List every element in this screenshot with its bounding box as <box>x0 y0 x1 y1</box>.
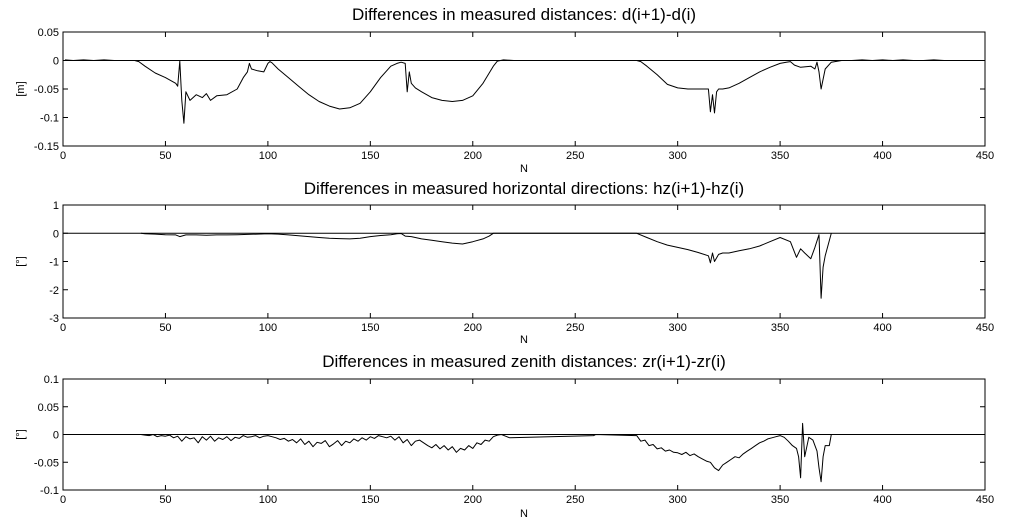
horizontal-directions-subplot: Differences in measured horizontal direc… <box>15 179 994 346</box>
x-tick-label: 400 <box>873 150 891 162</box>
x-tick-label: 200 <box>464 322 482 334</box>
x-tick-label: 150 <box>361 494 379 506</box>
y-tick-label: -3 <box>49 313 59 325</box>
x-tick-label: 350 <box>771 494 789 506</box>
chart-title: Differences in measured zenith distances… <box>322 352 726 371</box>
y-tick-label: 0.1 <box>44 374 59 386</box>
x-tick-label: 200 <box>464 494 482 506</box>
x-axis-label: N <box>520 508 528 520</box>
y-tick-label: 0.05 <box>38 27 59 39</box>
axes-box <box>62 31 986 147</box>
y-tick-label: -0.05 <box>34 84 59 96</box>
distances-subplot: Differences in measured distances: d(i+1… <box>15 5 994 175</box>
x-tick-label: 100 <box>259 322 277 334</box>
y-tick-label: 0 <box>53 228 59 240</box>
x-tick-label: 50 <box>159 150 171 162</box>
y-tick-label: -0.1 <box>40 113 59 125</box>
x-tick-label: 50 <box>159 322 171 334</box>
x-tick-label: 0 <box>60 150 66 162</box>
series-line <box>64 59 965 124</box>
y-tick-label: -0.15 <box>34 141 59 153</box>
y-tick-label: 0 <box>53 56 59 68</box>
chart-title: Differences in measured distances: d(i+1… <box>352 5 696 24</box>
x-tick-label: 300 <box>668 494 686 506</box>
x-tick-label: 100 <box>259 494 277 506</box>
x-tick-label: 250 <box>566 494 584 506</box>
x-tick-label: 300 <box>668 150 686 162</box>
x-tick-label: 200 <box>464 150 482 162</box>
x-tick-label: 400 <box>873 494 891 506</box>
series-line <box>140 232 832 299</box>
axes-box <box>62 204 986 319</box>
y-tick-label: 0 <box>53 430 59 442</box>
x-tick-label: 400 <box>873 322 891 334</box>
y-tick-label: -0.05 <box>34 457 59 469</box>
y-tick-label: -0.1 <box>40 485 59 497</box>
x-axis-label: N <box>520 163 528 175</box>
y-tick-label: -1 <box>49 257 59 269</box>
x-tick-label: 50 <box>159 494 171 506</box>
y-axis-label: [°] <box>15 256 27 267</box>
x-tick-label: 300 <box>668 322 686 334</box>
y-axis-label: [°] <box>15 429 27 440</box>
x-tick-label: 250 <box>566 322 584 334</box>
y-tick-label: 0.05 <box>38 402 59 414</box>
x-tick-label: 450 <box>976 150 994 162</box>
x-tick-label: 350 <box>771 322 789 334</box>
y-axis-label: [m] <box>15 81 27 96</box>
x-tick-label: 100 <box>259 150 277 162</box>
x-tick-label: 150 <box>361 322 379 334</box>
x-tick-label: 0 <box>60 494 66 506</box>
series-line <box>140 422 832 483</box>
x-tick-label: 450 <box>976 494 994 506</box>
zenith-distances-subplot: Differences in measured zenith distances… <box>15 352 994 520</box>
x-tick-label: 250 <box>566 150 584 162</box>
x-tick-label: 350 <box>771 150 789 162</box>
x-axis-label: N <box>520 334 528 346</box>
x-tick-label: 450 <box>976 322 994 334</box>
chart-title: Differences in measured horizontal direc… <box>304 179 744 198</box>
y-tick-label: 1 <box>53 200 59 212</box>
x-tick-label: 0 <box>60 322 66 334</box>
y-tick-label: -2 <box>49 285 59 297</box>
x-tick-label: 150 <box>361 150 379 162</box>
